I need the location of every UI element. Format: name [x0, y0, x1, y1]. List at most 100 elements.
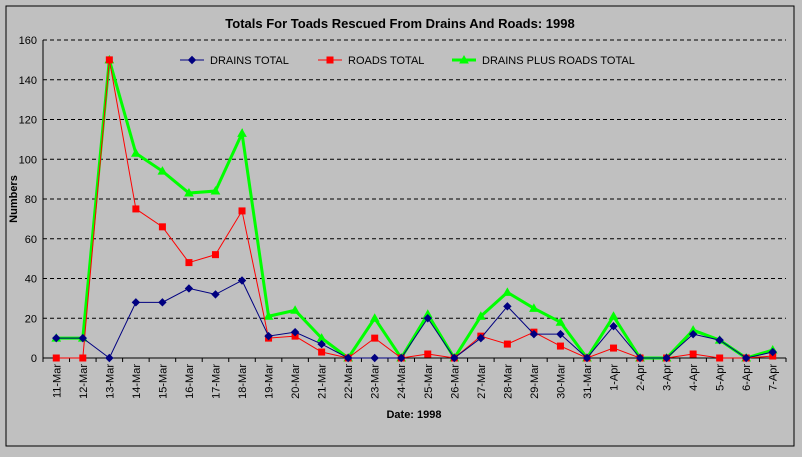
data-point — [211, 251, 219, 259]
x-tick-label: 25-Mar — [423, 364, 435, 399]
legend-entry: DRAINS PLUS ROADS TOTAL — [452, 54, 635, 67]
y-tick-label: 100 — [19, 154, 37, 166]
x-tick-label: 29-Mar — [529, 364, 541, 399]
y-tick-label: 0 — [31, 353, 37, 365]
data-point — [371, 334, 379, 342]
data-point — [450, 353, 459, 363]
y-tick-label: 120 — [19, 115, 37, 127]
x-tick-label: 13-Mar — [104, 364, 116, 399]
legend-entry: ROADS TOTAL — [318, 55, 424, 67]
data-point — [343, 353, 353, 363]
data-point — [52, 333, 61, 343]
data-point — [158, 223, 166, 231]
y-tick-label: 20 — [25, 313, 37, 325]
data-point — [741, 353, 751, 363]
data-point — [237, 128, 247, 137]
y-axis-label: Numbers — [8, 175, 20, 223]
data-point — [715, 335, 724, 345]
data-point — [317, 339, 326, 349]
x-tick-label: 4-Apr — [688, 364, 700, 391]
x-tick-label: 3-Apr — [662, 364, 674, 391]
x-tick-label: 27-Mar — [476, 364, 488, 399]
x-tick-label: 1-Apr — [609, 364, 621, 391]
data-point — [555, 317, 566, 326]
x-tick-label: 5-Apr — [715, 364, 727, 391]
legend-entry: DRAINS TOTAL — [180, 55, 289, 67]
data-point — [157, 166, 168, 175]
x-tick-label: 26-Mar — [449, 364, 461, 399]
data-point — [318, 348, 326, 356]
data-point — [131, 148, 141, 157]
data-point — [290, 305, 300, 314]
data-point — [502, 287, 513, 296]
x-tick-label: 15-Mar — [157, 364, 169, 399]
x-tick-label: 19-Mar — [264, 364, 276, 399]
data-point — [370, 353, 379, 363]
data-point — [688, 329, 698, 339]
data-point — [184, 284, 194, 293]
plot-area: 0 20 40 60 80 100 120 140 160 11-Mar 12-Mar 13-Mar 1… — [19, 35, 787, 399]
data-point — [185, 259, 193, 267]
data-point — [476, 333, 486, 343]
data-point — [423, 314, 432, 323]
data-point — [529, 329, 539, 339]
x-tick-label: 23-Mar — [370, 364, 382, 399]
x-axis-label: Date: 1998 — [386, 409, 441, 421]
legend-label: DRAINS PLUS ROADS TOTAL — [482, 55, 635, 67]
data-point — [79, 354, 87, 362]
data-point — [556, 329, 565, 339]
data-point — [503, 302, 512, 311]
data-point — [608, 311, 619, 320]
legend-label: DRAINS TOTAL — [210, 55, 289, 67]
data-point — [132, 205, 140, 213]
data-point — [716, 354, 724, 362]
x-tick-label: 18-Mar — [237, 364, 249, 399]
data-point — [105, 353, 114, 363]
data-point — [503, 340, 511, 348]
legend-swatch-marker — [459, 54, 469, 64]
x-tick-label: 24-Mar — [396, 364, 408, 399]
x-tick-label: 2-Apr — [635, 364, 647, 391]
data-point — [689, 350, 697, 358]
x-tick-label: 30-Mar — [555, 364, 567, 399]
y-tick-label: 140 — [19, 75, 37, 87]
x-tick-label: 21-Mar — [317, 364, 329, 399]
x-tick-label: 6-Apr — [741, 364, 753, 391]
y-tick-label: 160 — [19, 35, 37, 47]
x-tick-label: 11-Mar — [51, 364, 63, 398]
x-tick-label: 22-Mar — [343, 364, 355, 399]
x-tick-label: 28-Mar — [502, 364, 514, 399]
data-point — [662, 353, 671, 363]
data-point — [529, 303, 539, 312]
legend: DRAINS TOTAL ROADS TOTAL DRAINS PLUS ROADS… — [180, 54, 635, 67]
data-point — [211, 290, 220, 299]
chart-title: Totals For Toads Rescued From Drains And… — [225, 16, 574, 31]
data-point — [263, 311, 274, 320]
x-tick-label: 14-Mar — [131, 364, 143, 399]
series-0 — [52, 276, 777, 363]
legend-swatch-marker — [326, 56, 334, 64]
x-tick-label: 31-Mar — [582, 364, 594, 399]
data-point — [184, 188, 194, 197]
data-point — [582, 353, 592, 363]
legend-label: ROADS TOTAL — [348, 55, 424, 67]
data-point — [635, 353, 645, 363]
x-tick-label: 16-Mar — [184, 364, 196, 399]
data-point — [238, 207, 246, 215]
data-point — [424, 350, 432, 358]
data-point — [609, 321, 618, 331]
y-tick-label: 60 — [25, 234, 37, 246]
legend-swatch-marker — [187, 55, 197, 65]
data-point — [131, 298, 141, 307]
data-point — [397, 353, 406, 363]
x-tick-label: 12-Mar — [78, 364, 90, 399]
series-line — [56, 279, 773, 359]
x-tick-label: 7-Apr — [768, 364, 780, 391]
data-point — [78, 333, 88, 343]
data-point — [556, 342, 564, 350]
data-point — [264, 331, 273, 341]
x-tick-label: 20-Mar — [290, 364, 302, 399]
data-point — [610, 344, 618, 352]
